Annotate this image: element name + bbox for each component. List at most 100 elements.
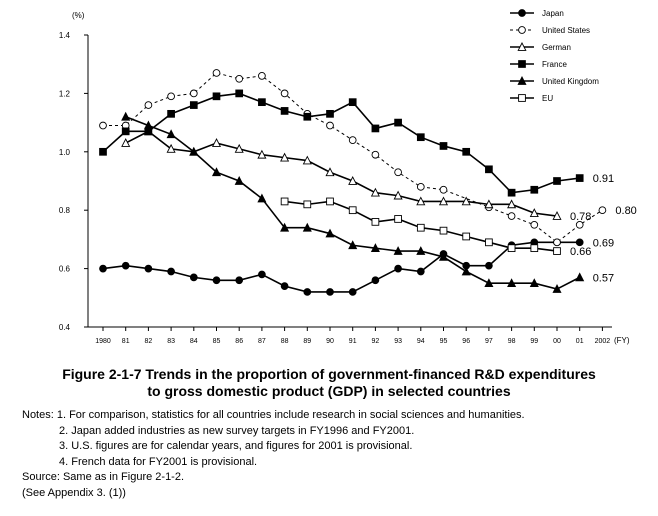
data-point-united-states (394, 168, 402, 177)
data-point-united-states (326, 121, 334, 130)
legend-marker-united-states (518, 26, 526, 34)
data-point-german (280, 152, 290, 162)
data-point-france (99, 147, 107, 156)
data-point-united-kingdom (166, 129, 176, 139)
data-point-france (416, 133, 425, 142)
x-tick-label: 88 (281, 338, 289, 345)
x-tick-label: 1980 (95, 338, 111, 345)
x-tick-label: 89 (303, 338, 311, 345)
series-german (121, 126, 562, 220)
x-tick-label: 98 (508, 338, 516, 345)
legend-item-france: France (510, 60, 567, 69)
data-point-united-kingdom (393, 246, 403, 255)
y-ticks: 0.4 0.6 0.8 1.0 1.2 1.4 (59, 31, 88, 332)
data-point-united-kingdom (121, 111, 131, 121)
data-point-german (234, 143, 244, 153)
data-point-united-kingdom (484, 278, 494, 288)
x-tick-label: 84 (190, 338, 198, 345)
data-point-eu (326, 197, 334, 206)
legend: Japan United States German France United Kin… (510, 9, 599, 103)
notes-block: Notes: 1. For comparison, statistics for… (22, 408, 525, 501)
data-point-france (258, 98, 266, 107)
y-tick-label: 0.8 (59, 206, 71, 215)
x-tick-label: 91 (349, 338, 357, 345)
data-point-united-states (212, 69, 221, 77)
data-point-france (326, 109, 334, 118)
series-united-states (99, 69, 607, 247)
data-point-united-states (144, 101, 153, 109)
data-point-united-kingdom (507, 278, 517, 288)
data-point-eu (371, 218, 380, 226)
data-point-united-states (598, 206, 607, 215)
data-point-united-states (348, 136, 357, 144)
data-point-united-kingdom (416, 246, 426, 255)
data-point-united-kingdom (211, 167, 222, 177)
data-point-german (211, 138, 222, 147)
y-tick-label: 1.2 (59, 89, 71, 98)
data-point-united-states (416, 182, 425, 191)
data-point-france (348, 98, 357, 107)
data-point-eu (280, 197, 289, 206)
data-point-japan (371, 276, 380, 285)
data-point-german (438, 196, 449, 206)
series-line-japan (102, 241, 580, 293)
data-point-france (394, 118, 402, 127)
data-point-german (416, 196, 426, 206)
x-tick-label: 85 (213, 338, 221, 345)
end-label-eu: 0.66 (570, 246, 591, 258)
legend-label-japan: Japan (542, 9, 564, 18)
data-point-german (302, 155, 312, 165)
end-label-united-kingdom: 0.57 (593, 272, 614, 284)
data-point-united-kingdom (552, 284, 562, 293)
data-point-eu (439, 226, 448, 235)
figure-caption-line1: Figure 2-1-7 Trends in the proportion of… (62, 366, 596, 382)
data-point-eu (507, 244, 516, 253)
data-point-eu (416, 223, 425, 232)
data-point-german (370, 187, 380, 197)
data-point-japan (189, 273, 198, 282)
data-point-united-states (530, 220, 539, 229)
data-point-german (552, 211, 562, 220)
data-point-japan (416, 267, 425, 276)
data-point-united-kingdom (370, 243, 380, 253)
data-point-japan (212, 276, 221, 285)
x-tick-label: 83 (167, 338, 175, 345)
legend-item-united-kingdom: United Kingdom (510, 76, 599, 86)
end-label-japan: 0.69 (593, 237, 614, 249)
data-point-united-states (439, 185, 448, 194)
data-point-united-states (235, 74, 244, 83)
data-point-united-states (575, 220, 584, 229)
data-point-japan (575, 238, 584, 247)
legend-item-eu: EU (510, 94, 553, 103)
data-point-eu (530, 244, 539, 253)
data-point-united-kingdom (461, 266, 471, 276)
end-label-german: 0.78 (570, 211, 591, 223)
legend-marker-france (518, 60, 526, 68)
x-tick-label: 94 (417, 338, 425, 345)
data-point-united-kingdom (189, 146, 199, 156)
chart-axes (87, 35, 612, 328)
legend-label-united-kingdom: United Kingdom (542, 77, 599, 86)
data-point-united-kingdom (529, 278, 539, 288)
series-line-france (102, 92, 580, 194)
data-point-france (167, 109, 175, 118)
data-point-united-states (553, 238, 561, 247)
data-point-japan (348, 288, 357, 296)
data-point-german (529, 208, 539, 217)
line-chart: (%) (FY) 0.4 0.6 0.8 1.0 1.2 1.4 1980 81 82 83 84… (59, 9, 637, 345)
data-point-german (325, 167, 335, 177)
data-point-united-kingdom (234, 176, 244, 185)
data-point-japan (303, 288, 312, 296)
legend-item-united-states: United States (510, 26, 590, 35)
series-france (99, 89, 584, 197)
legend-label-france: France (542, 60, 567, 69)
data-point-france (303, 112, 312, 121)
data-point-france (553, 177, 561, 185)
x-tick-label: 00 (553, 338, 561, 345)
x-unit-label: (FY) (614, 336, 630, 345)
x-tick-label: 99 (530, 338, 538, 345)
data-point-eu (462, 232, 471, 241)
data-point-german (507, 199, 517, 209)
data-point-united-states (189, 89, 198, 98)
x-tick-label: 92 (372, 338, 380, 345)
